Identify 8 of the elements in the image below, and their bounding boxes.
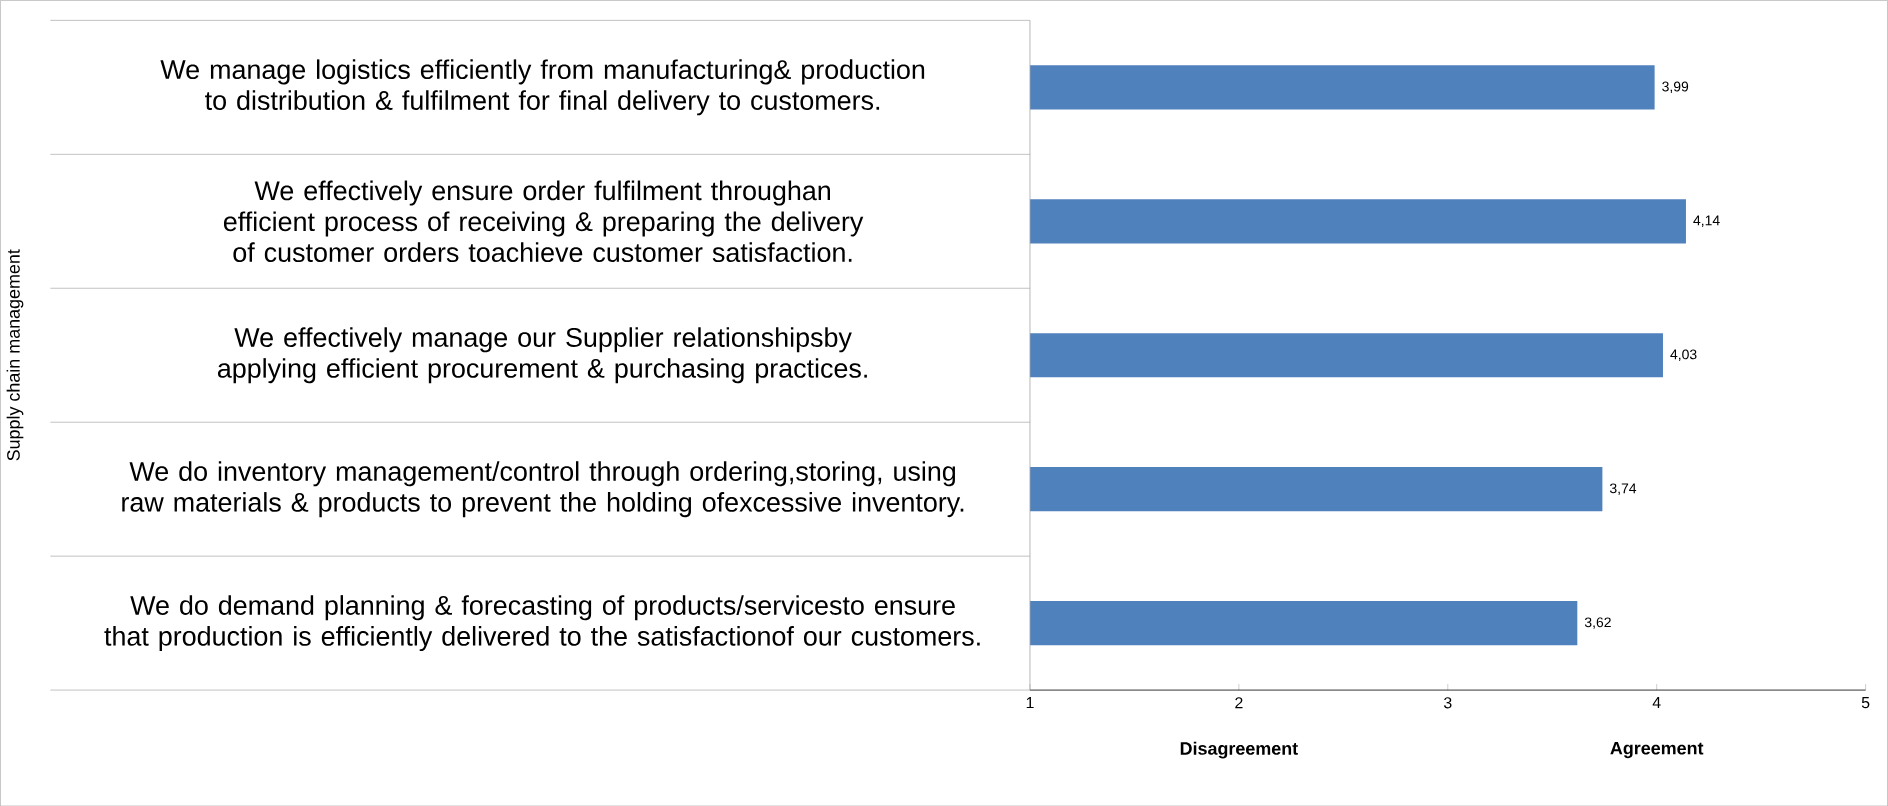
y-tick-label: We do demand planning & forecasting of products/servicesto ensure that production is efficiently delivered to the satisfactionof our customers. <box>104 594 980 651</box>
y-tick-label: We do inventory management/control through ordering,storing, using raw materials & products to prevent the holding ofexcessive inventory. <box>122 460 964 517</box>
y-axis-title: Supply chain management <box>6 249 24 461</box>
y-tick-label: We manage logistics efficiently from manufacturing& production to distribution & fulfilment for final delivery to customers. <box>160 59 925 116</box>
y-tick-label: We effectively ensure order fulfilment throughan efficient process of receiving & preparing the delivery of customer orders toachieve customer satisfaction. <box>223 180 864 262</box>
y-tick-label: We effectively manage our Supplier relationshipsby applying efficient procurement & purchasing practices. <box>217 327 867 383</box>
text: Agreement <box>1610 741 1704 758</box>
text: Disagreement <box>1180 741 1298 759</box>
